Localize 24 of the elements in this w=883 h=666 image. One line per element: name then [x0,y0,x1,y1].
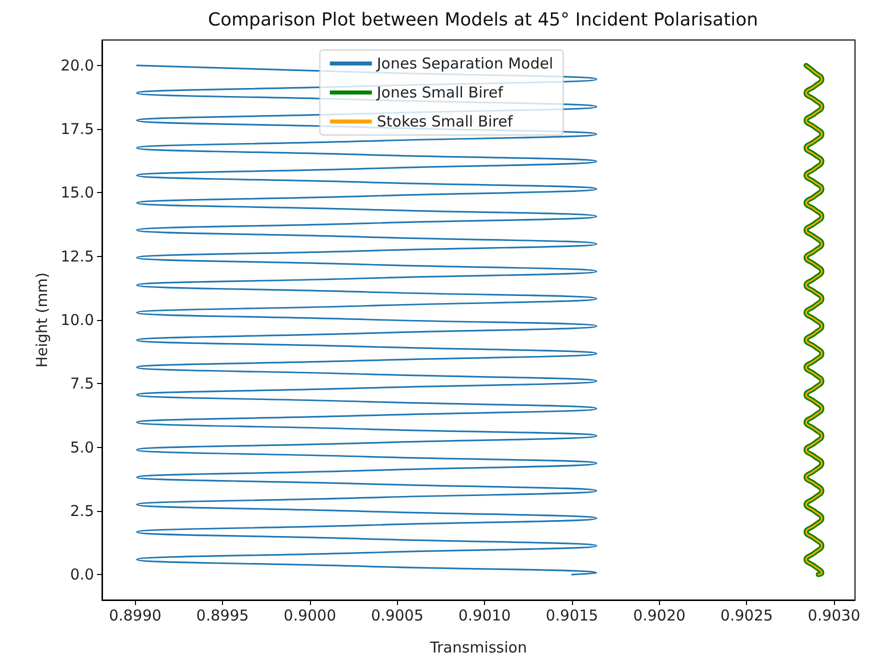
y-tick-label: 10.0 [60,311,94,329]
y-tick-label: 15.0 [60,184,94,202]
y-tick-label: 0.0 [70,566,94,584]
y-tick-label: 7.5 [70,374,94,393]
x-tick-label: 0.8990 [108,606,162,624]
chart-title: Comparison Plot between Models at 45° Incident Polarisation [208,10,758,30]
y-tick-label: 2.5 [70,502,94,520]
y-tick-label: 17.5 [60,120,94,138]
x-tick-label: 0.9020 [633,606,686,624]
x-tick-label: 0.8995 [196,606,249,624]
x-tick-label: 0.9010 [458,606,511,624]
legend-label: Jones Small Biref [376,84,504,102]
y-tick-label: 20.0 [60,56,94,74]
x-tick-label: 0.9030 [808,606,860,624]
x-tick-label: 0.9005 [371,606,424,624]
x-axis-title: Transmission [429,638,527,656]
y-axis-title: Height (mm) [33,272,52,368]
legend-label: Stokes Small Biref [376,112,514,130]
x-tick-label: 0.9025 [720,606,773,624]
y-tick-label: 12.5 [60,247,94,266]
x-tick-label: 0.9015 [546,606,598,624]
x-tick-label: 0.9000 [284,606,336,624]
y-tick-label: 5.0 [70,438,94,456]
legend-label: Jones Separation Model [376,54,554,72]
